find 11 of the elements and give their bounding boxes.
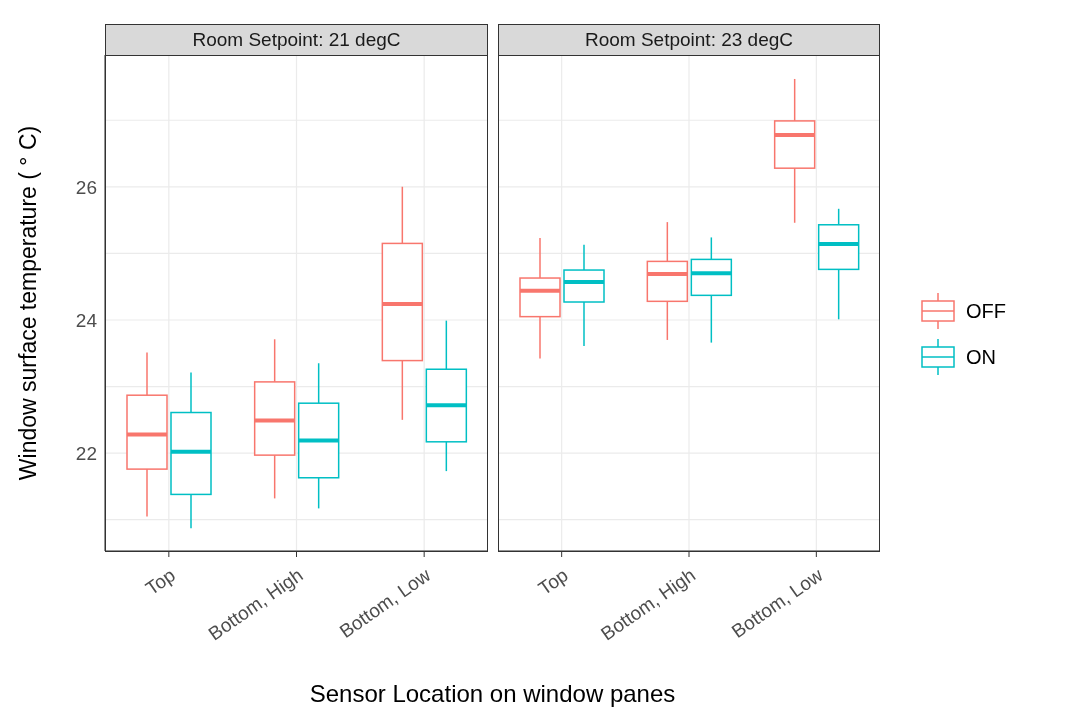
chart-title: Room Setpoint: 23 degC [498, 24, 880, 56]
chart-title: Room Setpoint: 21 degC [105, 24, 488, 56]
y-axis-title: Window surface temperature ( ° C) [15, 125, 42, 481]
legend-label: OFF [966, 299, 1006, 323]
x-tick-label: Top [534, 564, 572, 599]
y-tick-label: 26 [75, 176, 97, 198]
y-tick-label: 22 [75, 442, 97, 464]
x-tick-label: Top [141, 564, 179, 599]
legend-label: ON [966, 345, 996, 369]
x-axis-title: Sensor Location on window panes [308, 680, 677, 708]
y-tick-label: 24 [75, 309, 98, 331]
